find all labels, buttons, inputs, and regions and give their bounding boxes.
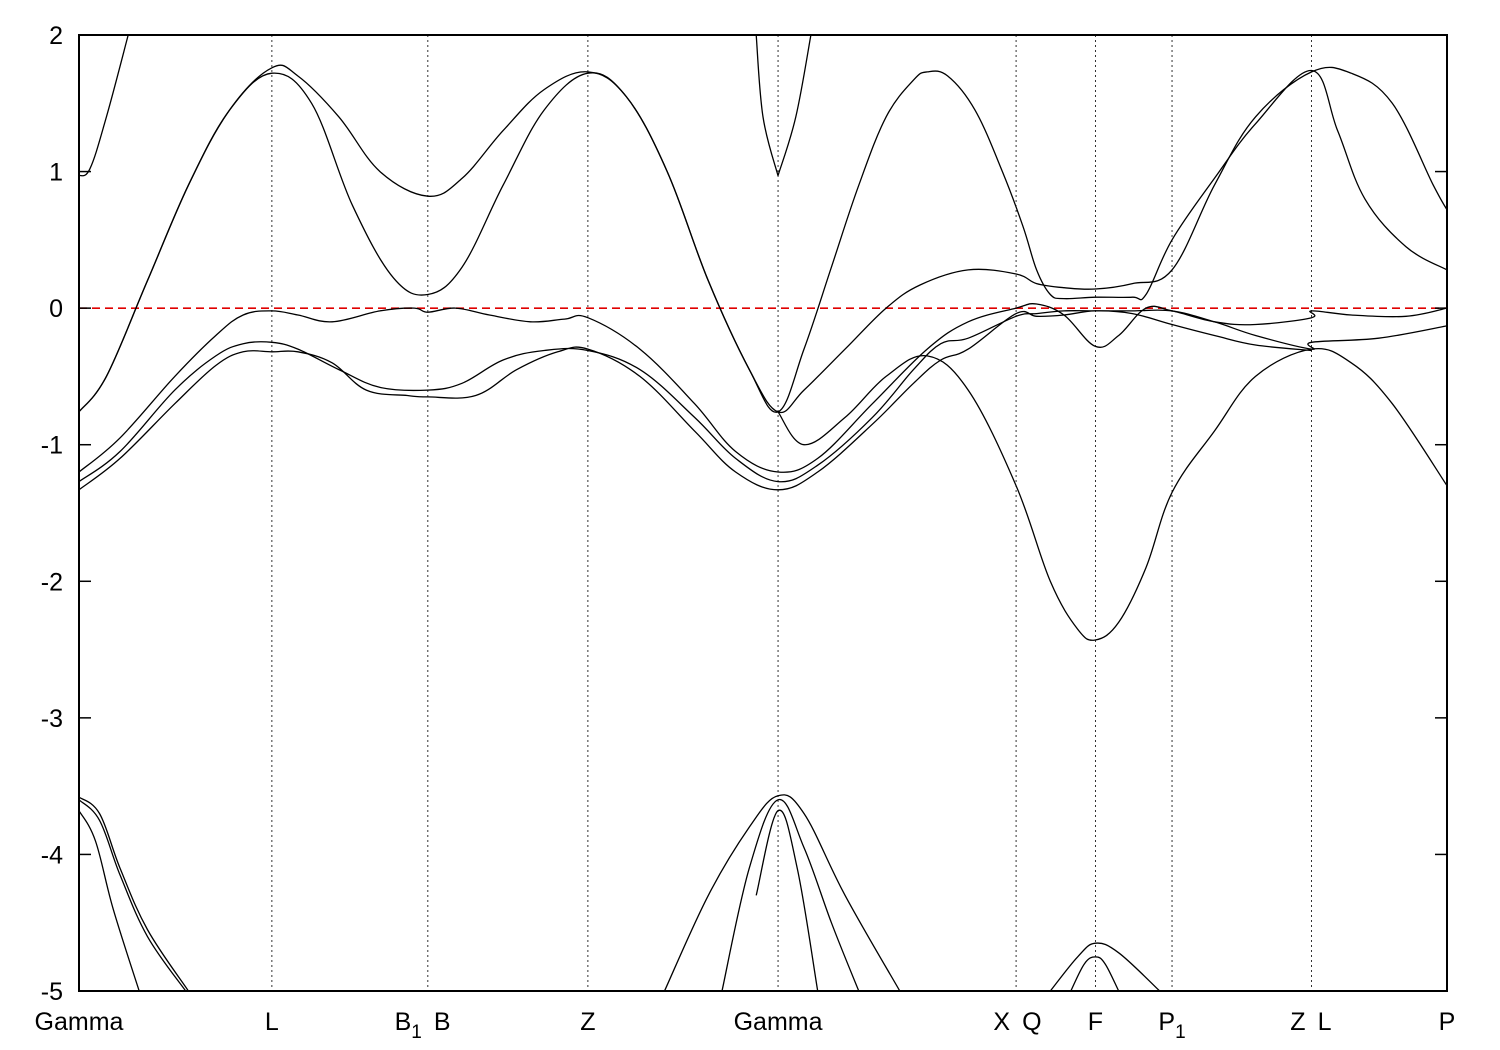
y-tick-label: -5	[41, 978, 63, 1006]
kpoint-label: P	[1439, 1008, 1456, 1036]
y-tick-label: 0	[49, 295, 63, 323]
bands	[79, 35, 1447, 991]
kpoint-label: B1	[395, 1008, 422, 1043]
band-line-3	[755, 35, 779, 176]
y-tick-label: 1	[49, 159, 63, 187]
band-line-14	[755, 809, 819, 991]
kpoint-label: Gamma	[35, 1008, 124, 1036]
band-line-7	[79, 310, 1312, 491]
x-axis: Gamma L B1 B Z Gamma X Q F P1 Z L P	[35, 1008, 1456, 1043]
y-axis: 2 1 0 -1 -2 -3 -4 -5	[41, 22, 1447, 1006]
band-line-9	[79, 796, 189, 991]
kpoint-lines	[271, 35, 1312, 991]
kpoint-label: B	[434, 1008, 451, 1036]
band-line-11	[79, 810, 140, 991]
band-line-8	[777, 347, 1447, 641]
kpoint-label: Q	[1022, 1008, 1041, 1036]
band-line-12	[663, 794, 901, 991]
kpoint-label: Gamma	[734, 1008, 823, 1036]
kpoint-label: F	[1088, 1008, 1103, 1036]
band-line-4	[777, 35, 812, 176]
y-tick-label: -3	[41, 705, 63, 733]
y-tick-label: 2	[49, 22, 63, 50]
y-tick-label: -4	[41, 841, 63, 869]
band-line-6	[79, 309, 1447, 483]
kpoint-label: X	[993, 1008, 1010, 1036]
band-line-10	[79, 799, 187, 991]
y-tick-label: -1	[41, 432, 63, 460]
band-line-2	[79, 64, 1447, 413]
kpoint-label: L	[1318, 1008, 1332, 1036]
band-line-5	[79, 303, 1447, 473]
band-line-13	[721, 799, 860, 991]
band-line-16	[1070, 956, 1120, 991]
y-tick-label: -2	[41, 568, 63, 596]
kpoint-label: Z	[580, 1008, 595, 1036]
band-line-0	[79, 35, 129, 177]
plot-frame	[78, 34, 1448, 992]
kpoint-label: Z	[1290, 1008, 1305, 1036]
band-line-15	[1049, 942, 1161, 991]
kpoint-label: P1	[1158, 1008, 1185, 1043]
kpoint-label: L	[265, 1008, 279, 1036]
